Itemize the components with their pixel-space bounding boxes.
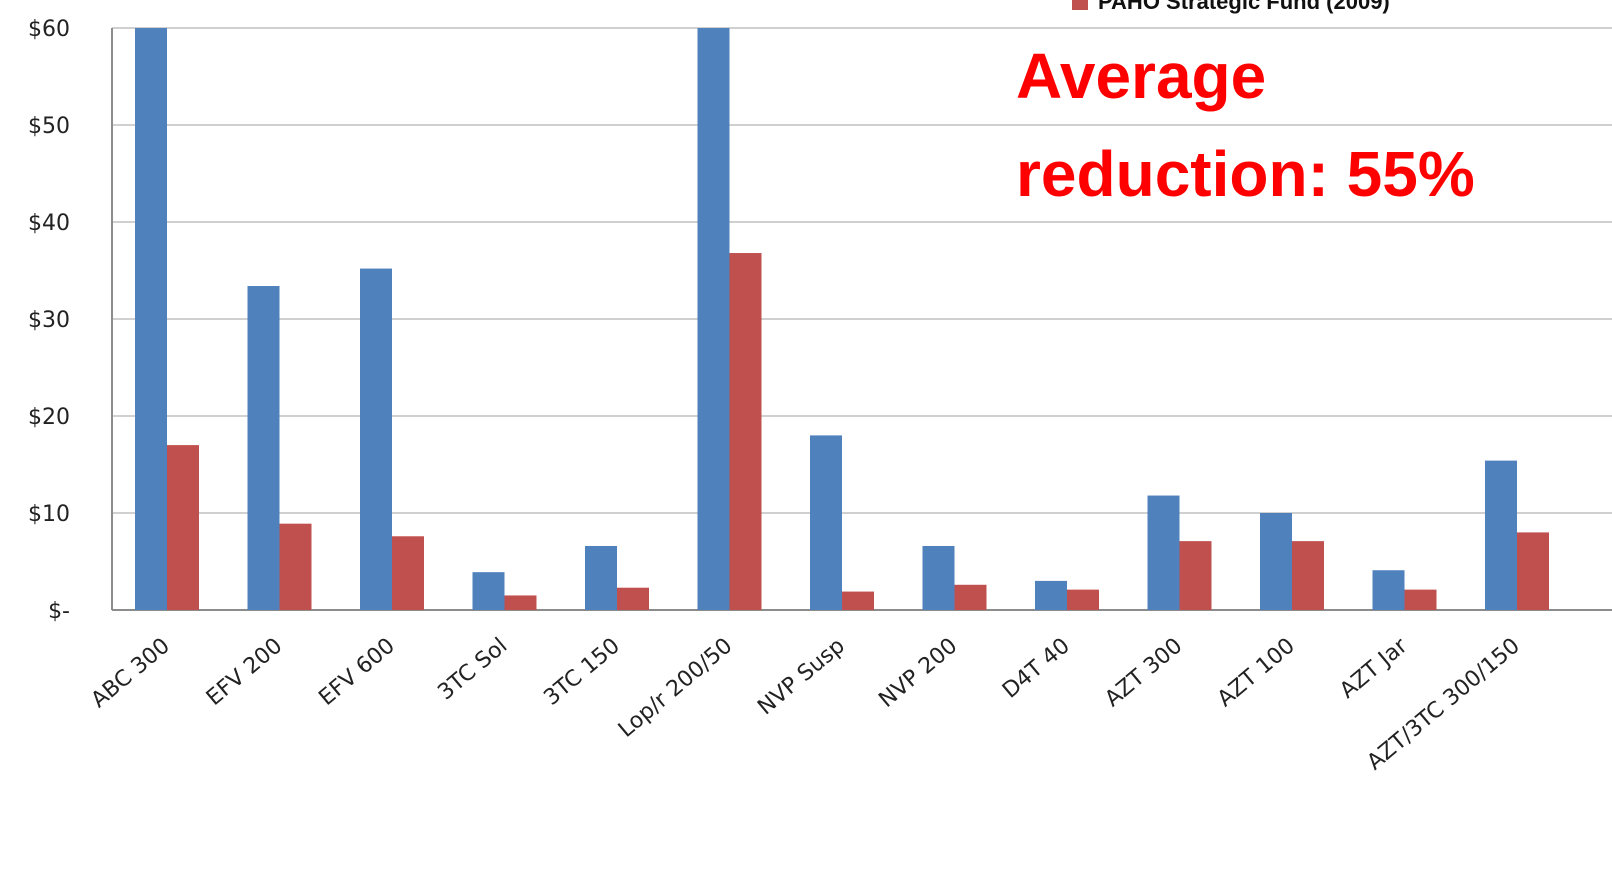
legend: PAHO Strategic Fund (2009) bbox=[1072, 0, 1390, 14]
bar-paho-1 bbox=[279, 523, 312, 610]
bar-paho-9 bbox=[1179, 541, 1212, 610]
bar-series1-9 bbox=[1147, 495, 1180, 610]
legend-swatch-paho bbox=[1072, 0, 1088, 10]
bars bbox=[135, 28, 1549, 611]
y-tick-label: $40 bbox=[28, 211, 70, 236]
bar-series1-6 bbox=[810, 435, 842, 610]
legend-label-paho: PAHO Strategic Fund (2009) bbox=[1098, 0, 1390, 14]
bar-series1-3 bbox=[472, 572, 505, 610]
x-category-label: NVP 200 bbox=[874, 633, 962, 712]
bar-paho-6 bbox=[842, 591, 874, 610]
bar-series1-5 bbox=[697, 28, 730, 610]
bar-paho-10 bbox=[1292, 541, 1324, 610]
y-tick-label: $50 bbox=[28, 114, 70, 139]
y-tick-label: $10 bbox=[28, 502, 70, 527]
bar-series1-11 bbox=[1372, 570, 1405, 610]
x-category-label: NVP Susp bbox=[753, 633, 850, 720]
bar-paho-12 bbox=[1517, 532, 1549, 610]
bar-series1-1 bbox=[247, 286, 280, 610]
bar-paho-4 bbox=[617, 587, 649, 610]
x-category-label: AZT 300 bbox=[1100, 633, 1187, 712]
bar-paho-2 bbox=[392, 536, 424, 610]
bar-paho-0 bbox=[167, 445, 199, 610]
x-category-label: 3TC 150 bbox=[539, 633, 624, 710]
x-category-label: D4T 40 bbox=[998, 633, 1075, 703]
x-category-label: EFV 600 bbox=[314, 633, 399, 710]
bar-paho-8 bbox=[1067, 589, 1099, 610]
bar-paho-11 bbox=[1404, 589, 1437, 610]
bar-series1-8 bbox=[1035, 580, 1067, 610]
bar-series1-12 bbox=[1485, 460, 1517, 610]
bar-series1-4 bbox=[585, 545, 617, 610]
bar-paho-5 bbox=[729, 253, 762, 611]
x-category-label: 3TC Sol bbox=[433, 633, 512, 705]
y-tick-label: $20 bbox=[28, 405, 70, 430]
x-category-label: AZT 100 bbox=[1213, 633, 1300, 712]
x-category-label: Lop/r 200/50 bbox=[614, 633, 737, 742]
annotation-line-2: reduction: 55% bbox=[1016, 138, 1475, 210]
bar-paho-7 bbox=[954, 584, 987, 610]
bar-series1-0 bbox=[135, 28, 167, 610]
y-tick-label: $- bbox=[48, 599, 70, 624]
bar-paho-3 bbox=[504, 595, 537, 610]
x-category-label: EFV 200 bbox=[202, 633, 287, 710]
y-tick-label: $30 bbox=[28, 308, 70, 333]
x-axis-category-labels: ABC 300 EFV 200 EFV 600 3TC Sol 3TC 150Lop/r… bbox=[87, 633, 1525, 775]
x-category-label: AZT Jar bbox=[1335, 633, 1413, 704]
bar-series1-10 bbox=[1260, 513, 1292, 610]
y-tick-label: $60 bbox=[28, 17, 70, 42]
gridlines bbox=[111, 27, 1612, 611]
bar-series1-7 bbox=[922, 545, 955, 610]
bar-series1-2 bbox=[360, 268, 392, 610]
y-axis-tick-labels: $- $10 $20 $30 $40 $50 $60 bbox=[28, 17, 70, 624]
annotation-line-1: Average bbox=[1016, 40, 1266, 112]
x-category-label: ABC 300 bbox=[87, 633, 175, 713]
